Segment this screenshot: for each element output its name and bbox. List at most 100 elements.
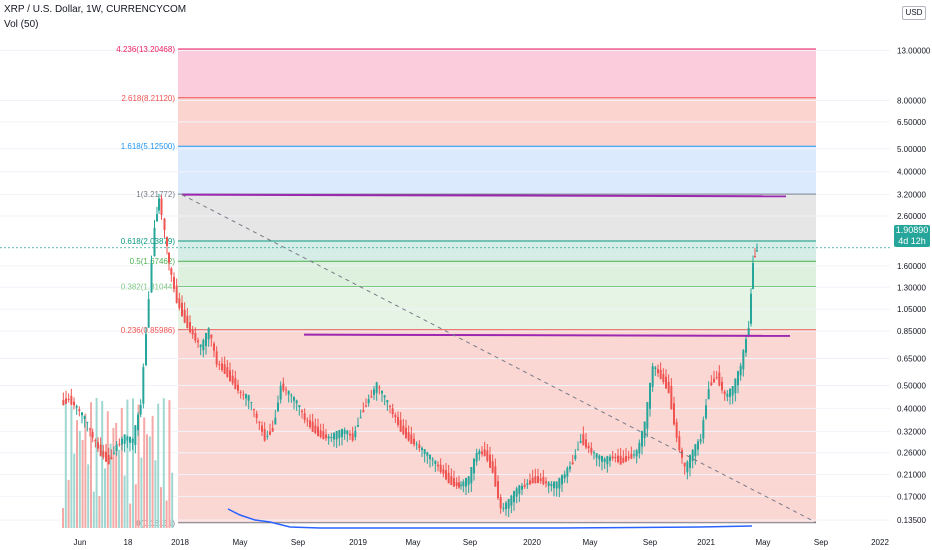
candle-body (686, 461, 689, 473)
candle-body (489, 454, 491, 468)
candle-body (113, 452, 115, 454)
candle-body (94, 440, 97, 442)
candle-body (450, 476, 453, 485)
volume-bar (157, 403, 160, 528)
candle-body (574, 455, 577, 459)
candle-body (229, 370, 231, 382)
price-tick-label: 0.85000 (897, 327, 926, 336)
volume-layer (62, 398, 753, 529)
time-tick-label: 2022 (871, 538, 889, 547)
candle-body (89, 428, 91, 430)
candle-body (295, 400, 298, 404)
fib-lines-layer: 4.236(13.20468) 2.618(8.21120) 1.618(5.125… (116, 45, 816, 528)
price-tick-label: 1.05000 (897, 305, 926, 314)
candle-body (269, 431, 271, 435)
candle-body (271, 428, 274, 432)
currency-badge[interactable]: USD (902, 6, 926, 20)
candle-body (303, 413, 306, 421)
candle-body (622, 457, 625, 463)
price-axis[interactable]: 13.00000 8.00000 6.50000 5.00000 4.00000 3.20… (897, 47, 931, 526)
volume-bar (154, 460, 157, 528)
time-tick-label: May (755, 538, 770, 547)
candle-body (691, 450, 694, 462)
candle-body (407, 432, 410, 441)
candle-body (550, 483, 553, 487)
volume-bar (98, 496, 101, 528)
time-tick-label: 2021 (697, 538, 715, 547)
bar-countdown: 4d 12h (898, 236, 926, 246)
candle-body (402, 425, 405, 434)
price-tick-label: 3.20000 (897, 191, 926, 200)
candle-body (319, 430, 322, 437)
candle-body (386, 399, 389, 403)
fib-level-label: 0.618(2.03879) (121, 237, 176, 246)
candle-body (126, 436, 129, 441)
price-tick-label: 6.50000 (897, 118, 926, 127)
candle-body (601, 455, 603, 462)
candle-body (213, 343, 215, 351)
candle-body (593, 452, 595, 454)
candle-body (571, 462, 574, 465)
candle-body (754, 255, 756, 258)
candle-body (137, 414, 139, 431)
price-tick-label: 8.00000 (897, 96, 926, 105)
candle-body (327, 436, 330, 439)
candle-body (470, 466, 473, 484)
last-price-value: 1.90890 (895, 225, 929, 235)
candle-body (577, 449, 579, 451)
candle-body (218, 364, 221, 366)
candle-body (689, 454, 691, 468)
candle-body (391, 408, 394, 415)
volume-bar (92, 491, 95, 528)
candle-body (657, 369, 659, 374)
candle-body (306, 420, 309, 422)
time-tick-label: 2019 (349, 538, 367, 547)
candle-body (742, 350, 745, 370)
fib-level-label: 1(3.21772) (136, 190, 175, 199)
candle-body (659, 369, 662, 379)
volume-bar (101, 401, 104, 528)
candle-body (199, 344, 202, 347)
fib-level-label: 0.382(1.31044) (121, 282, 176, 291)
candle-body (242, 394, 245, 396)
candle-body (699, 439, 702, 442)
candle-body (156, 214, 158, 222)
candle-body (245, 394, 247, 399)
candle-body (453, 478, 455, 487)
time-axis[interactable]: Jun 18 2018 May Sep 2019 May Sep 2020 May Sep 2021 M… (74, 538, 890, 547)
candle-body (405, 427, 407, 439)
candle-body (367, 399, 370, 404)
candle-body (370, 396, 373, 398)
candle-body (65, 398, 67, 404)
diagonal-trendline (181, 194, 817, 523)
time-tick-label: May (405, 538, 420, 547)
price-tick-label: 0.32000 (897, 427, 926, 436)
candle-body (168, 252, 170, 263)
candle-body (707, 389, 710, 400)
candle-body (595, 453, 598, 458)
candle-body (207, 328, 210, 340)
candle-body (175, 285, 178, 303)
candle-body (694, 444, 697, 457)
price-tick-label: 0.40000 (897, 404, 926, 413)
candle-body (739, 365, 742, 376)
last-price-tag: 1.90890 4d 12h (894, 225, 930, 247)
candle-body (290, 395, 293, 397)
candle-body (129, 436, 131, 443)
candle-body (383, 395, 386, 398)
price-tick-label: 5.00000 (897, 145, 926, 154)
volume-bar (148, 436, 151, 528)
volume-bar (67, 479, 70, 528)
candle-body (721, 381, 723, 391)
candle-body (745, 339, 747, 353)
price-tick-label: 1.60000 (897, 262, 926, 271)
price-tick-label: 0.26000 (897, 449, 926, 458)
candle-body (261, 425, 263, 432)
time-tick-label: Jun (74, 538, 87, 547)
candle-body (499, 497, 502, 509)
candle-body (418, 444, 421, 449)
volume-bar (109, 443, 112, 528)
candle-body (357, 425, 359, 427)
candle-body (678, 436, 681, 451)
